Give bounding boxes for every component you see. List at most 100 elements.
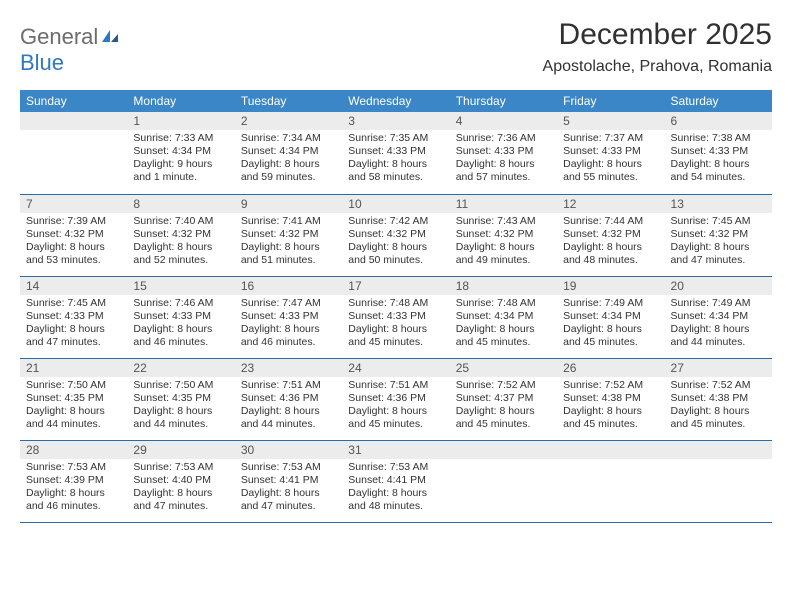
daylight-text: and 44 minutes. <box>26 418 121 431</box>
daylight-text: Daylight: 8 hours <box>348 487 443 500</box>
sunrise-text: Sunrise: 7:50 AM <box>26 379 121 392</box>
calendar-cell: 12Sunrise: 7:44 AMSunset: 4:32 PMDayligh… <box>557 194 664 276</box>
sunrise-text: Sunrise: 7:44 AM <box>563 215 658 228</box>
day-number: 18 <box>450 277 557 295</box>
sunset-text: Sunset: 4:38 PM <box>563 392 658 405</box>
day-details: Sunrise: 7:46 AMSunset: 4:33 PMDaylight:… <box>127 295 234 354</box>
day-details: Sunrise: 7:36 AMSunset: 4:33 PMDaylight:… <box>450 130 557 189</box>
calendar-cell: 31Sunrise: 7:53 AMSunset: 4:41 PMDayligh… <box>342 440 449 522</box>
sail-icon <box>100 24 120 50</box>
daylight-text: Daylight: 8 hours <box>241 487 336 500</box>
day-details: Sunrise: 7:34 AMSunset: 4:34 PMDaylight:… <box>235 130 342 189</box>
daylight-text: and 44 minutes. <box>671 336 766 349</box>
day-number: 5 <box>557 112 664 130</box>
daylight-text: and 46 minutes. <box>133 336 228 349</box>
daylight-text: Daylight: 8 hours <box>26 487 121 500</box>
day-details: Sunrise: 7:37 AMSunset: 4:33 PMDaylight:… <box>557 130 664 189</box>
daylight-text: Daylight: 8 hours <box>456 405 551 418</box>
weekday-header: Friday <box>557 90 664 112</box>
calendar-cell: 10Sunrise: 7:42 AMSunset: 4:32 PMDayligh… <box>342 194 449 276</box>
calendar-cell: 27Sunrise: 7:52 AMSunset: 4:38 PMDayligh… <box>665 358 772 440</box>
sunset-text: Sunset: 4:41 PM <box>348 474 443 487</box>
daylight-text: Daylight: 8 hours <box>133 323 228 336</box>
sunrise-text: Sunrise: 7:38 AM <box>671 132 766 145</box>
day-details: Sunrise: 7:53 AMSunset: 4:39 PMDaylight:… <box>20 459 127 518</box>
day-number: 31 <box>342 441 449 459</box>
day-number: 3 <box>342 112 449 130</box>
daylight-text: Daylight: 8 hours <box>241 241 336 254</box>
day-number: 22 <box>127 359 234 377</box>
calendar-week-row: 28Sunrise: 7:53 AMSunset: 4:39 PMDayligh… <box>20 440 772 522</box>
calendar-cell: 25Sunrise: 7:52 AMSunset: 4:37 PMDayligh… <box>450 358 557 440</box>
calendar-cell: 19Sunrise: 7:49 AMSunset: 4:34 PMDayligh… <box>557 276 664 358</box>
calendar-cell <box>20 112 127 194</box>
sunset-text: Sunset: 4:33 PM <box>563 145 658 158</box>
daylight-text: and 1 minute. <box>133 171 228 184</box>
sunset-text: Sunset: 4:33 PM <box>671 145 766 158</box>
calendar-cell: 7Sunrise: 7:39 AMSunset: 4:32 PMDaylight… <box>20 194 127 276</box>
daylight-text: and 50 minutes. <box>348 254 443 267</box>
day-details: Sunrise: 7:49 AMSunset: 4:34 PMDaylight:… <box>557 295 664 354</box>
day-number: 10 <box>342 195 449 213</box>
daylight-text: Daylight: 8 hours <box>563 405 658 418</box>
sunset-text: Sunset: 4:35 PM <box>26 392 121 405</box>
day-number: 26 <box>557 359 664 377</box>
page-title: December 2025 <box>543 18 772 52</box>
weekday-header: Saturday <box>665 90 772 112</box>
day-number: 28 <box>20 441 127 459</box>
sunrise-text: Sunrise: 7:52 AM <box>563 379 658 392</box>
sunrise-text: Sunrise: 7:51 AM <box>348 379 443 392</box>
weekday-header: Tuesday <box>235 90 342 112</box>
sunrise-text: Sunrise: 7:48 AM <box>456 297 551 310</box>
daylight-text: and 47 minutes. <box>26 336 121 349</box>
sunrise-text: Sunrise: 7:53 AM <box>133 461 228 474</box>
day-details: Sunrise: 7:52 AMSunset: 4:38 PMDaylight:… <box>557 377 664 436</box>
sunset-text: Sunset: 4:33 PM <box>241 310 336 323</box>
sunrise-text: Sunrise: 7:48 AM <box>348 297 443 310</box>
daylight-text: Daylight: 8 hours <box>133 405 228 418</box>
day-number: 27 <box>665 359 772 377</box>
daylight-text: Daylight: 8 hours <box>348 323 443 336</box>
daylight-text: and 54 minutes. <box>671 171 766 184</box>
daylight-text: and 45 minutes. <box>456 418 551 431</box>
calendar-cell <box>557 440 664 522</box>
daylight-text: and 48 minutes. <box>348 500 443 513</box>
sunrise-text: Sunrise: 7:37 AM <box>563 132 658 145</box>
daylight-text: and 44 minutes. <box>241 418 336 431</box>
day-number: 25 <box>450 359 557 377</box>
sunset-text: Sunset: 4:33 PM <box>348 145 443 158</box>
sunset-text: Sunset: 4:36 PM <box>241 392 336 405</box>
daylight-text: and 59 minutes. <box>241 171 336 184</box>
sunrise-text: Sunrise: 7:46 AM <box>133 297 228 310</box>
daylight-text: and 47 minutes. <box>133 500 228 513</box>
sunset-text: Sunset: 4:32 PM <box>671 228 766 241</box>
sunset-text: Sunset: 4:34 PM <box>241 145 336 158</box>
day-number: 21 <box>20 359 127 377</box>
calendar-week-row: 7Sunrise: 7:39 AMSunset: 4:32 PMDaylight… <box>20 194 772 276</box>
day-number: 11 <box>450 195 557 213</box>
day-number: 13 <box>665 195 772 213</box>
daylight-text: and 49 minutes. <box>456 254 551 267</box>
calendar-cell: 14Sunrise: 7:45 AMSunset: 4:33 PMDayligh… <box>20 276 127 358</box>
daylight-text: Daylight: 8 hours <box>563 158 658 171</box>
sunrise-text: Sunrise: 7:45 AM <box>26 297 121 310</box>
sunrise-text: Sunrise: 7:40 AM <box>133 215 228 228</box>
calendar-cell: 4Sunrise: 7:36 AMSunset: 4:33 PMDaylight… <box>450 112 557 194</box>
day-number-empty <box>20 112 127 130</box>
day-details: Sunrise: 7:48 AMSunset: 4:33 PMDaylight:… <box>342 295 449 354</box>
day-details: Sunrise: 7:38 AMSunset: 4:33 PMDaylight:… <box>665 130 772 189</box>
day-details: Sunrise: 7:53 AMSunset: 4:40 PMDaylight:… <box>127 459 234 518</box>
daylight-text: and 45 minutes. <box>563 336 658 349</box>
sunrise-text: Sunrise: 7:35 AM <box>348 132 443 145</box>
calendar-cell: 28Sunrise: 7:53 AMSunset: 4:39 PMDayligh… <box>20 440 127 522</box>
day-details: Sunrise: 7:44 AMSunset: 4:32 PMDaylight:… <box>557 213 664 272</box>
day-number-empty <box>665 441 772 459</box>
calendar-table: SundayMondayTuesdayWednesdayThursdayFrid… <box>20 90 772 523</box>
sunset-text: Sunset: 4:33 PM <box>456 145 551 158</box>
sunset-text: Sunset: 4:32 PM <box>26 228 121 241</box>
day-number-empty <box>450 441 557 459</box>
daylight-text: Daylight: 8 hours <box>133 487 228 500</box>
daylight-text: and 46 minutes. <box>241 336 336 349</box>
daylight-text: and 45 minutes. <box>348 418 443 431</box>
sunrise-text: Sunrise: 7:49 AM <box>671 297 766 310</box>
